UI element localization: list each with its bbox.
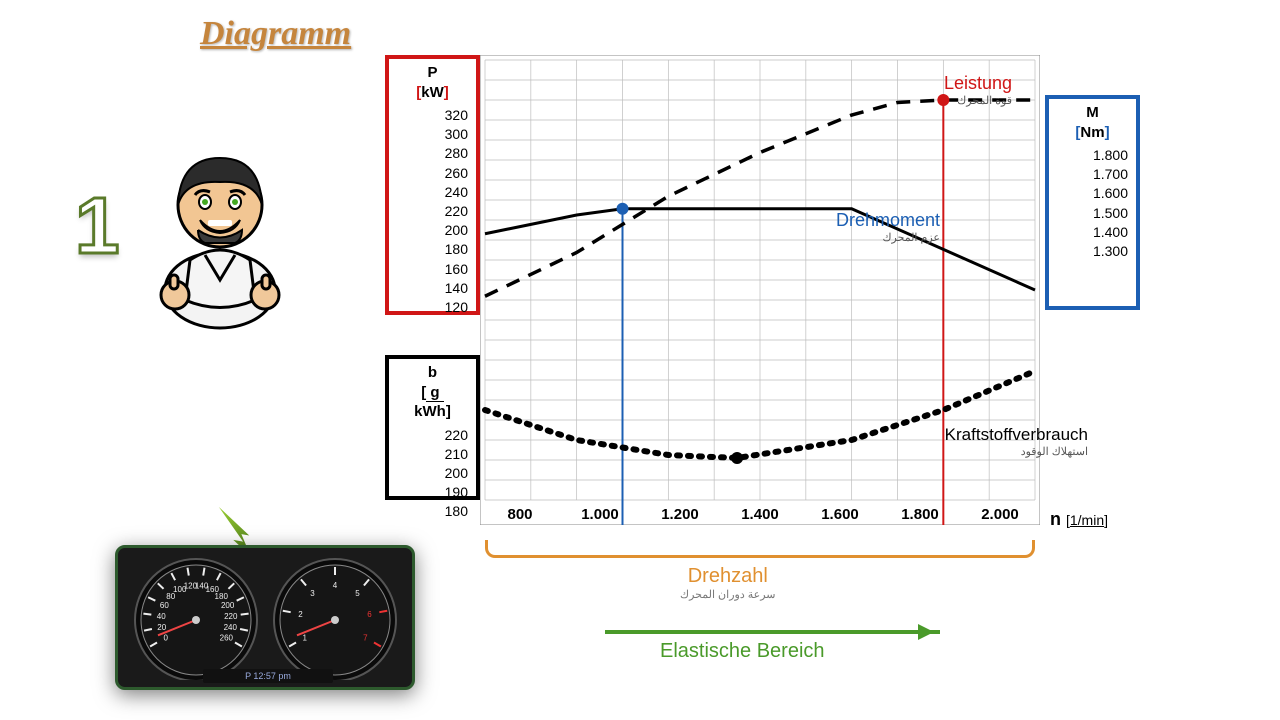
svg-text:2: 2 [298,610,303,619]
svg-text:200: 200 [220,601,234,610]
bracket-drehzahl [485,540,1035,558]
elastic-range-arrow [605,630,940,634]
svg-text:4: 4 [332,581,337,590]
svg-text:0: 0 [163,634,168,643]
svg-text:260: 260 [219,634,233,643]
svg-text:1: 1 [302,634,307,643]
label-elastic-range: Elastische Bereich [660,640,825,663]
tachometer-gauge: 1 2 3 4 5 6 7 [270,555,400,680]
axis-box-power: P [kW] 320300280260240220200180160140120 [385,55,480,315]
svg-text:20: 20 [157,623,166,632]
svg-text:240: 240 [223,623,237,632]
label-drehzahl: Drehzahlسرعة دوران المحرك [680,565,776,601]
svg-text:7: 7 [363,634,368,643]
page-title: Diagramm [200,15,351,53]
speedometer-gauge: 020406080100120140160180200220240260 [131,555,261,680]
label-verbrauch: Kraftstoffverbrauchاستهلاك الوقود [945,425,1088,458]
dashboard-instrument-cluster: 020406080100120140160180200220240260 123… [115,545,415,690]
label-leistung: Leistungقوة المحرك [944,73,1012,107]
p-letter: P [427,64,437,81]
b-letter: b [428,364,437,381]
svg-text:60: 60 [159,601,168,610]
axis-box-consumption: b [ g kWh] 220210200190180 [385,355,480,500]
svg-text:3: 3 [310,589,315,598]
avatar-cartoon [140,140,300,330]
m-letter: M [1086,104,1099,121]
label-drehmoment: Drehmomentعزم المحرك [836,210,940,244]
svg-text:6: 6 [367,610,372,619]
engine-performance-chart: P [kW] 320300280260240220200180160140120… [480,55,1040,525]
x-axis-ticks: 8001.0001.2001.4001.6001.8002.000 [480,506,1040,523]
svg-text:40: 40 [156,612,165,621]
axis-box-torque: M [Nm] 1.8001.7001.6001.5001.4001.300 [1045,95,1140,310]
dashboard-display: P 12:57 pm [203,669,333,683]
svg-text:220: 220 [224,612,238,621]
step-number-badge: 1 [75,180,120,272]
svg-text:180: 180 [214,592,228,601]
svg-text:5: 5 [355,589,360,598]
x-axis-label: n [1/min] [1050,509,1108,530]
